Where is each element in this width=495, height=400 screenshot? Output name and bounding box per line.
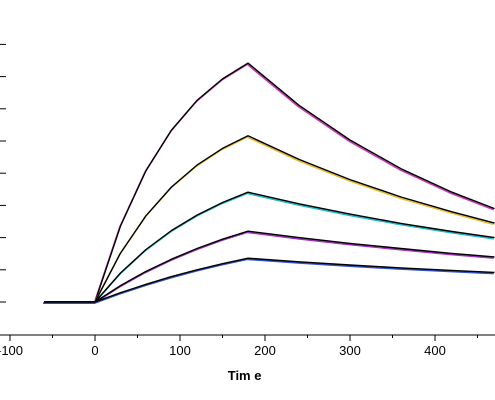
- x-tick-label: 300: [339, 343, 361, 358]
- series-trace-3: [43, 192, 494, 305]
- series-trace-1: [43, 63, 494, 305]
- labels-layer: -100 0 100 200 300 400: [0, 343, 446, 358]
- axes-layer: [0, 43, 495, 341]
- x-axis-title: Tim e: [228, 368, 262, 383]
- series-trace-5: [43, 258, 494, 305]
- x-tick-label: 400: [424, 343, 446, 358]
- x-tick-label: 0: [91, 343, 98, 358]
- series-fit-3: [44, 191, 495, 303]
- x-tick-label: 100: [169, 343, 191, 358]
- series-fit-1: [44, 62, 495, 303]
- series-layer: [43, 62, 495, 305]
- x-tick-label: -100: [0, 343, 23, 358]
- series-fit-4: [44, 230, 495, 303]
- x-tick-label: 200: [254, 343, 276, 358]
- series-fit-5: [44, 257, 495, 303]
- series-trace-2: [43, 136, 494, 305]
- series-fit-2: [44, 135, 495, 303]
